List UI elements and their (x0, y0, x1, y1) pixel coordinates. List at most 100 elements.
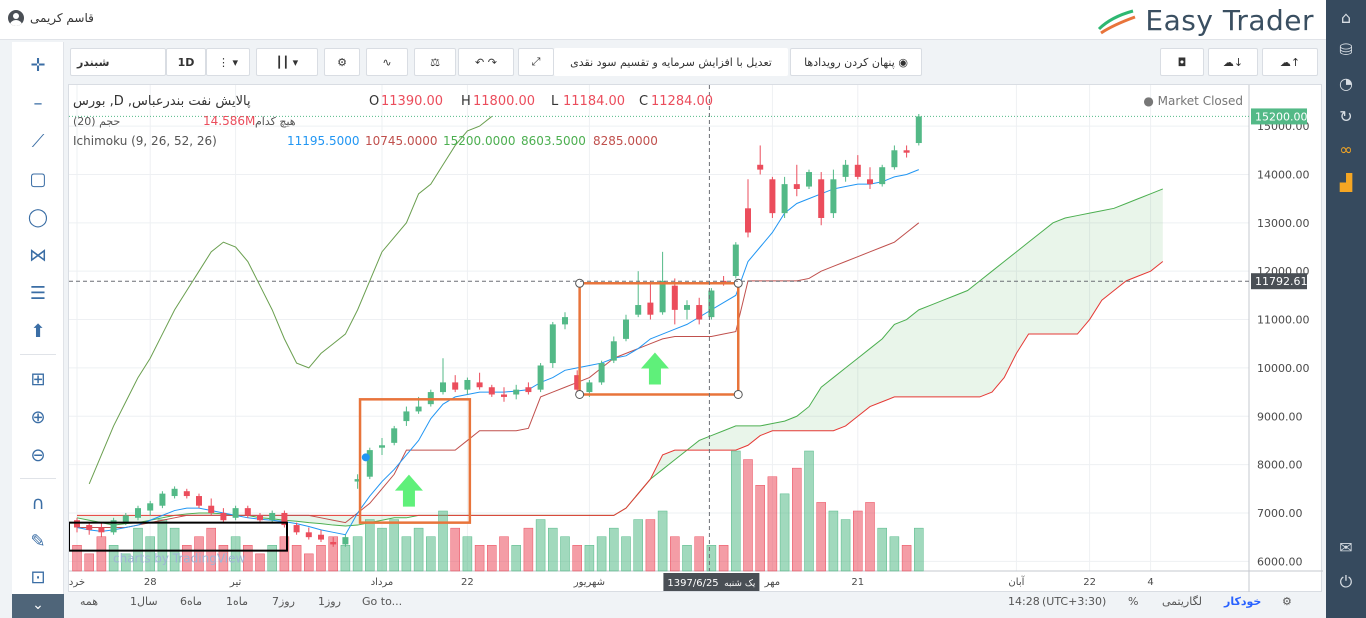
settings-gear-icon[interactable]: ⚙ (324, 48, 360, 76)
collapse-toolbar-button[interactable]: ⌄ (12, 594, 64, 618)
portfolio-icon[interactable]: ⛁ (1339, 40, 1353, 59)
zoom-out-icon[interactable]: ⊖ (30, 445, 46, 466)
chart-icon[interactable]: ▟ (1339, 173, 1353, 192)
dividend-adjust-toggle[interactable]: تعدیل با افزایش سرمایه و تقسیم سود نقدی (554, 48, 788, 76)
fullscreen-icon[interactable]: ⤢ (518, 48, 554, 76)
volume-bar (426, 536, 436, 572)
camera-icon[interactable]: ◘ (1160, 48, 1204, 76)
x-tick-label: خرد (69, 577, 85, 588)
comment-icon[interactable]: ◯ (27, 207, 49, 228)
pencil-lock-icon[interactable]: ✎ (30, 531, 46, 552)
volume-bar (767, 476, 778, 572)
ichimoku-kijun-value: 10745.0000 (365, 134, 438, 148)
volume-bar (218, 545, 229, 572)
history-icon[interactable]: ↻ (1339, 107, 1353, 126)
goto-button[interactable]: Go to... (362, 595, 403, 608)
ohlc-h-value: 11800.00 (473, 94, 535, 109)
x-tick-label: 22 (1083, 577, 1096, 588)
y-tick-label: 11000.00 (1257, 314, 1310, 327)
binoculars-icon[interactable]: ∞ (1339, 140, 1353, 159)
auto-toggle[interactable]: خودکار (1224, 595, 1262, 608)
eye-icon: ◉ (898, 55, 908, 69)
cloud-upload-icon[interactable]: ☁↑ (1262, 48, 1318, 76)
measure-icon[interactable]: ⊞ (30, 369, 46, 390)
volume-bar (487, 545, 497, 572)
magnet-icon[interactable]: ∩ (31, 493, 45, 514)
range-all[interactable]: همه (80, 595, 99, 608)
market-status: ● Market Closed (1143, 94, 1243, 108)
zoom-in-icon[interactable]: ⊕ (30, 407, 46, 428)
candle-body (745, 208, 751, 233)
candle-body (684, 305, 690, 310)
chart-area[interactable]: 15000.00 14000.00 13000.00 12000.00 11000.00… (68, 84, 1323, 593)
pattern-icon[interactable]: ⋈ (29, 245, 47, 266)
candle-body (757, 164, 764, 170)
chart-type-button[interactable]: ┃┃ ▾ (256, 48, 318, 76)
tenkan-sen-line (76, 169, 919, 536)
volume-bar (243, 545, 253, 572)
candle-body (623, 319, 629, 339)
lock-icon[interactable]: ⊡ (30, 567, 46, 588)
percent-toggle[interactable]: % (1128, 595, 1139, 608)
candle-body (891, 150, 898, 168)
undo-redo-buttons[interactable]: ↶ ↷ (458, 48, 514, 76)
range-6m[interactable]: 6ماه (180, 595, 203, 608)
volume-bar (828, 510, 839, 572)
volume-bar (901, 545, 912, 572)
candle-body (415, 406, 422, 412)
candle-body (806, 172, 812, 187)
log-toggle[interactable]: لگاریتمی (1162, 595, 1202, 608)
candle-body (403, 411, 410, 422)
timezone[interactable]: (UTC+3:30) (1042, 595, 1107, 608)
volume-bar (304, 553, 314, 572)
candle-body (147, 503, 154, 511)
range-1d[interactable]: 1روز (318, 595, 341, 608)
candle-body (196, 496, 202, 506)
home-icon[interactable]: ⌂ (1340, 8, 1352, 27)
gauge-icon[interactable]: ◔ (1339, 74, 1353, 93)
interval-dropdown[interactable]: ⋮ ▾ (206, 48, 250, 76)
range-1m[interactable]: 1ماه (226, 595, 249, 608)
x-tick-label: 21 (851, 577, 864, 588)
bottom-bar: همه 1سال 6ماه 1ماه 7روز 1روز Go to... 14… (68, 592, 1322, 614)
hide-events-button[interactable]: پنهان کردن رویدادها ◉ (790, 48, 922, 76)
volume-bar (499, 536, 509, 572)
symbol-input[interactable]: شبندر (70, 48, 166, 76)
candle-body (830, 179, 837, 214)
volume-bar (657, 510, 668, 572)
x-tick-label: شهریور (573, 577, 605, 588)
horizontal-line-icon[interactable]: – (33, 93, 43, 114)
indicators-icon[interactable]: ∿ (366, 48, 408, 76)
fib-icon[interactable]: ☰ (29, 283, 47, 304)
cloud-download-icon[interactable]: ☁↓ (1208, 48, 1258, 76)
candle-body (635, 305, 642, 315)
chat-icon[interactable]: ✉ (1339, 538, 1353, 557)
rectangle-icon[interactable]: ▢ (29, 169, 47, 190)
range-1y[interactable]: 1سال (130, 595, 158, 608)
candle-body (281, 512, 288, 526)
power-icon[interactable]: ⏻ (1339, 572, 1353, 591)
crosshair-icon[interactable]: ✛ (30, 55, 46, 76)
candle-body (74, 520, 80, 528)
interval-button[interactable]: 1D (166, 48, 206, 76)
candle-body (671, 285, 678, 310)
scale-settings-icon[interactable]: ⚙ (1282, 595, 1292, 608)
volume-bar (279, 536, 290, 572)
user-menu[interactable]: قاسم کریمی (8, 10, 94, 26)
trend-tools-icon[interactable]: ⟋ (31, 131, 45, 152)
volume-bar (96, 536, 107, 572)
volume-bar (84, 553, 94, 572)
ichimoku-chikou-value: 8285.0000 (593, 134, 658, 148)
candle-body (98, 527, 105, 533)
volume-bar (682, 545, 692, 572)
ohlc-o-label: O (369, 94, 379, 109)
candle-body (647, 302, 654, 315)
ichimoku-spanb-value: 15200.0000 (443, 134, 516, 148)
range-7d[interactable]: 7روز (272, 595, 295, 608)
candle-body (86, 525, 93, 530)
candle-body (220, 512, 227, 521)
arrow-up-icon[interactable]: ⬆ (30, 321, 46, 342)
compare-icon[interactable]: ⚖ (414, 48, 456, 76)
price-chart[interactable]: 15000.0014000.0013000.0012000.0011000.00… (68, 85, 1323, 593)
x-tick-label: مهر (764, 577, 780, 588)
